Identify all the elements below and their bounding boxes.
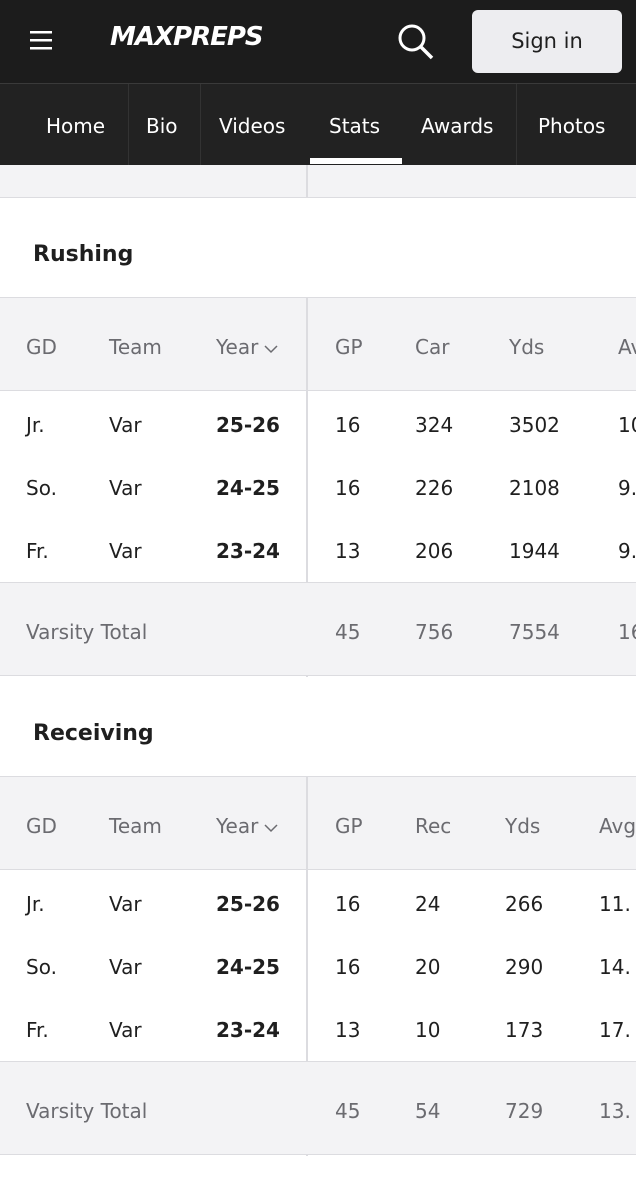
table-cell: 10 (618, 413, 636, 437)
table-cell: Fr. (26, 1018, 49, 1042)
nav-item[interactable]: Home (46, 114, 106, 138)
nav-separator (516, 84, 517, 165)
column-header: Av (618, 335, 636, 359)
table-cell: 16 (335, 476, 361, 500)
table-cell: Var (109, 1018, 142, 1042)
nav-separator (128, 84, 129, 165)
table-cell: So. (26, 476, 57, 500)
column-header: Car (415, 335, 450, 359)
table-cell: 266 (505, 892, 544, 916)
table-cell: 20 (415, 955, 441, 979)
column-header: GP (335, 814, 363, 838)
table-cell: Jr. (26, 413, 45, 437)
table-cell: 3502 (509, 413, 560, 437)
column-header[interactable]: Year (216, 335, 279, 359)
table-cell: So. (26, 955, 57, 979)
total-cell: 7554 (509, 620, 560, 644)
logo[interactable]: MAXPREPS (110, 22, 264, 52)
sign-in-button[interactable]: Sign in (472, 10, 622, 73)
total-cell: 45 (335, 620, 361, 644)
table-cell: 24-25 (216, 476, 280, 500)
column-header[interactable]: Year (216, 814, 279, 838)
total-cell: 16 (618, 620, 636, 644)
sort-chevron (264, 823, 278, 832)
table-cell: Var (109, 892, 142, 916)
search-icon[interactable] (396, 22, 436, 62)
total-cell: 45 (335, 1099, 361, 1123)
column-header: Yds (509, 335, 545, 359)
section-title: Receiving (33, 721, 154, 746)
nav-item[interactable]: Videos (219, 114, 286, 138)
table-cell: 206 (415, 539, 454, 563)
section-title: Rushing (33, 242, 134, 267)
table-cell: 10 (415, 1018, 441, 1042)
column-header: Team (109, 814, 162, 838)
table-cell: 23-24 (216, 1018, 280, 1042)
nav-separator (200, 84, 201, 165)
table-fragment (0, 165, 636, 198)
column-header: Rec (415, 814, 452, 838)
table-cell: 17. (599, 1018, 631, 1042)
total-cell: 729 (505, 1099, 544, 1123)
total-label: Varsity Total (26, 620, 148, 644)
table-cell: Var (109, 476, 142, 500)
table-cell: 14. (599, 955, 631, 979)
menu-icon[interactable] (30, 30, 54, 52)
column-header: GD (26, 814, 57, 838)
table-cell: 24-25 (216, 955, 280, 979)
column-header: GP (335, 335, 363, 359)
table-cell: 16 (335, 955, 361, 979)
table-cell: 11. (599, 892, 631, 916)
divider (306, 297, 308, 677)
column-header: Yds (505, 814, 541, 838)
table-cell: Fr. (26, 539, 49, 563)
sort-chevron (264, 344, 278, 353)
nav-item[interactable]: Awards (421, 114, 494, 138)
nav-item[interactable]: Stats (329, 114, 381, 138)
table-cell: 2108 (509, 476, 560, 500)
table-cell: Var (109, 413, 142, 437)
table-cell: Jr. (26, 892, 45, 916)
table-cell: Var (109, 955, 142, 979)
active-tab-indicator (310, 158, 402, 164)
top-bar: MAXPREPS Sign in (0, 0, 636, 84)
column-header: Avg (599, 814, 636, 838)
nav-item[interactable]: Bio (146, 114, 178, 138)
total-cell: 54 (415, 1099, 441, 1123)
table-cell: 9. (618, 539, 636, 563)
table-cell: 173 (505, 1018, 544, 1042)
column-header: GD (26, 335, 57, 359)
table-cell: 23-24 (216, 539, 280, 563)
total-row (0, 582, 636, 676)
table-cell: 24 (415, 892, 441, 916)
table-cell: 13 (335, 539, 361, 563)
table-cell: 226 (415, 476, 454, 500)
total-cell: 756 (415, 620, 454, 644)
table-cell: 25-26 (216, 413, 280, 437)
total-row (0, 1061, 636, 1155)
table-cell: 16 (335, 892, 361, 916)
column-header: Team (109, 335, 162, 359)
total-label: Varsity Total (26, 1099, 148, 1123)
table-cell: 13 (335, 1018, 361, 1042)
nav-bar: Home Bio Videos Stats Awards Photos (0, 84, 636, 165)
table-cell: Var (109, 539, 142, 563)
table-cell: 16 (335, 413, 361, 437)
table-cell: 1944 (509, 539, 560, 563)
table-header (0, 776, 636, 870)
table-cell: 25-26 (216, 892, 280, 916)
divider (306, 165, 308, 198)
table-cell: 290 (505, 955, 544, 979)
table-cell: 324 (415, 413, 454, 437)
table-cell: 9. (618, 476, 636, 500)
divider (306, 776, 308, 1156)
nav-item[interactable]: Photos (538, 114, 606, 138)
table-header (0, 297, 636, 391)
total-cell: 13. (599, 1099, 631, 1123)
